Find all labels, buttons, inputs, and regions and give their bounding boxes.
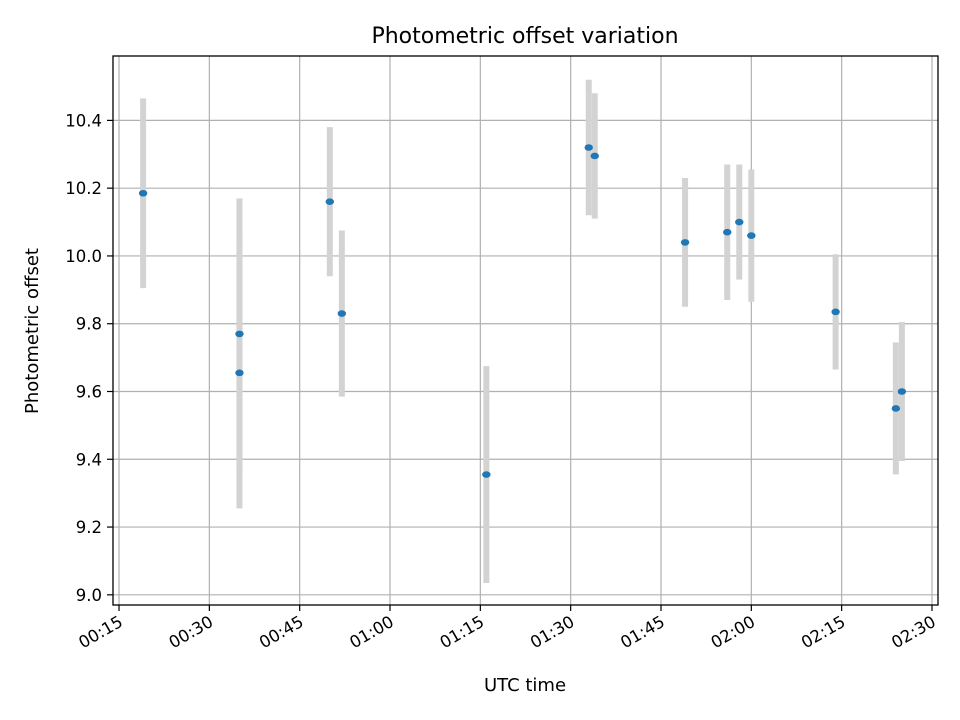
x-tick-label: 02:30 [888, 612, 939, 652]
tick-layer: 00:15 00:30 00:45 01:00 01:15 01:30 01:45 02:00… [65, 111, 939, 652]
data-point [138, 189, 148, 197]
data-point [680, 239, 690, 246]
point-layer [138, 144, 907, 478]
data-point [584, 144, 593, 151]
data-point [325, 198, 334, 206]
data-point [891, 405, 901, 412]
x-axis-label: UTC time [484, 675, 566, 696]
x-tick-label: 01:45 [617, 612, 668, 652]
data-point [482, 471, 491, 478]
data-point [235, 369, 244, 377]
data-point [590, 152, 599, 160]
data-point [235, 330, 244, 338]
data-point [831, 308, 840, 316]
data-point [337, 310, 347, 317]
chart-title: Photometric offset variation [371, 24, 678, 49]
y-tick-label: 9.4 [76, 450, 102, 469]
y-axis-label: Photometric offset [22, 248, 43, 414]
x-tick-label: 01:30 [527, 612, 578, 652]
x-tick-label: 00:15 [75, 612, 126, 652]
y-tick-label: 9.0 [76, 586, 102, 605]
y-tick-label: 10.4 [65, 111, 102, 130]
data-point [723, 228, 732, 236]
y-tick-label: 9.2 [76, 518, 102, 537]
x-tick-label: 02:00 [708, 612, 759, 652]
data-point [747, 232, 756, 239]
data-point [897, 388, 907, 395]
y-tick-label: 9.6 [76, 383, 102, 402]
x-tick-label: 01:00 [346, 612, 397, 652]
x-tick-label: 01:15 [437, 612, 488, 652]
data-point [735, 218, 744, 226]
plot-frame [112, 55, 939, 606]
y-tick-label: 10.2 [65, 179, 102, 198]
grid-layer [113, 56, 938, 605]
y-tick-label: 10.0 [65, 247, 102, 266]
x-tick-label: 00:30 [166, 612, 217, 652]
errorbar-layer [140, 79, 905, 583]
y-tick-label: 9.8 [76, 315, 102, 334]
x-tick-label: 00:45 [256, 612, 307, 652]
x-tick-label: 02:15 [798, 612, 849, 652]
